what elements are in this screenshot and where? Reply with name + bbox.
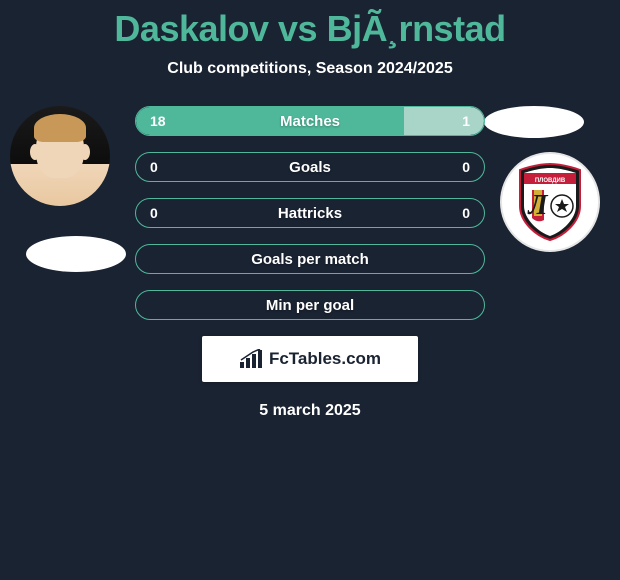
svg-text:Л: Л: [527, 190, 548, 221]
player-left-avatar: [10, 106, 110, 206]
comparison-panel: ПЛОВДИВ Л 181Matches 00Goals 00Hattricks Go…: [0, 106, 620, 420]
stat-bars: 181Matches 00Goals 00Hattricks Goals per ma…: [135, 106, 485, 320]
stat-bar: Goals per match: [135, 244, 485, 274]
player-left-flag: [26, 236, 126, 272]
stat-bar: 00Hattricks: [135, 198, 485, 228]
chart-icon: [239, 349, 263, 369]
shield-icon: ПЛОВДИВ Л: [514, 162, 586, 242]
svg-text:ПЛОВДИВ: ПЛОВДИВ: [535, 178, 566, 184]
stat-bar: 181Matches: [135, 106, 485, 136]
player-right-flag: [484, 106, 584, 138]
player-right-club-badge: ПЛОВДИВ Л: [500, 152, 600, 252]
date-label: 5 march 2025: [0, 402, 620, 420]
branding-badge[interactable]: FcTables.com: [202, 336, 418, 382]
stat-label: Hattricks: [136, 199, 484, 227]
branding-text: FcTables.com: [269, 349, 381, 369]
root: Daskalov vs BjÃ¸rnstad Club competitions…: [0, 0, 620, 420]
stat-label: Min per goal: [136, 291, 484, 319]
page-subtitle: Club competitions, Season 2024/2025: [0, 60, 620, 78]
stat-label: Goals: [136, 153, 484, 181]
stat-bar: 00Goals: [135, 152, 485, 182]
stat-label: Matches: [136, 107, 484, 135]
page-title: Daskalov vs BjÃ¸rnstad: [0, 0, 620, 50]
stat-label: Goals per match: [136, 245, 484, 273]
stat-bar: Min per goal: [135, 290, 485, 320]
